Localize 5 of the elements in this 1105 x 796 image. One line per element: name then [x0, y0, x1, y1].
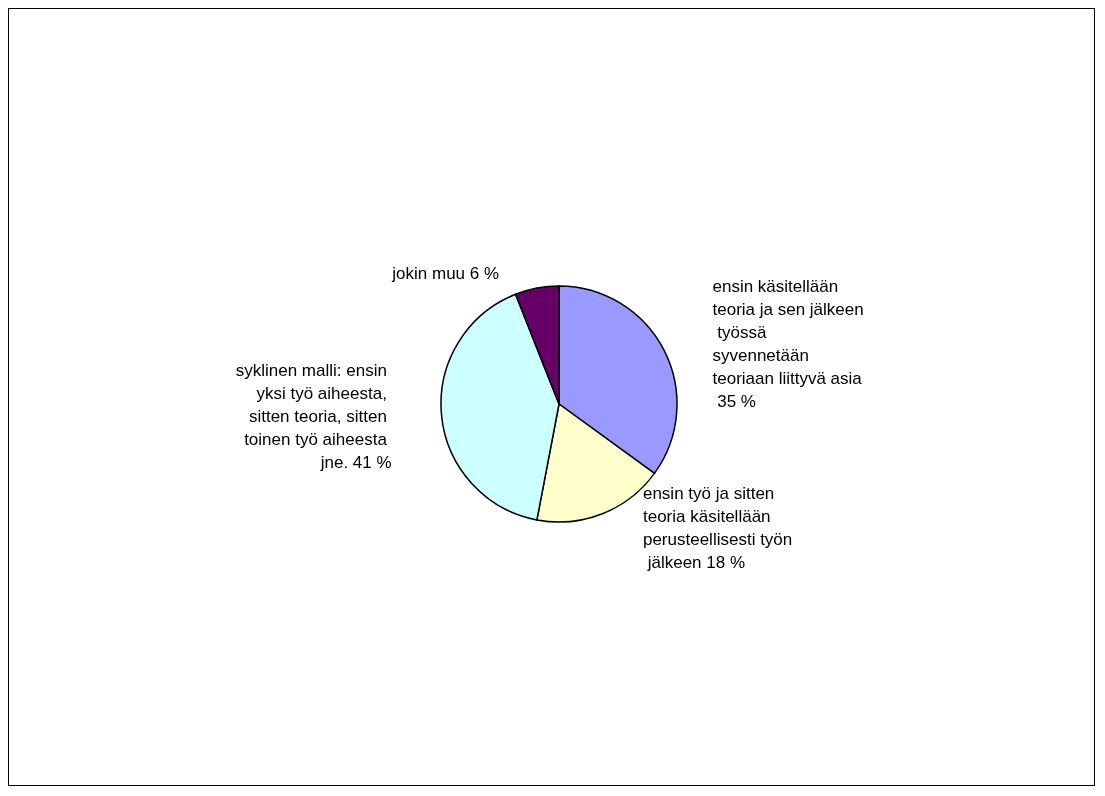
slice-label: ensin työ ja sitten teoria käsitellään perusteellisesti työn jälkeen 18 % — [642, 483, 793, 572]
data-label: 35 % — [712, 391, 756, 411]
slice-label: syklinen malli: ensin yksi työ aiheesta, sitten teoria, sitten toinen työ aiheesta jne. 41 % — [235, 361, 392, 473]
slice-label: jokin muu 6 % — [391, 263, 500, 283]
slice-label: ensin käsitellään teoria ja sen jälkeen työssä syvennetään teoriaan liittyvä asia — [712, 276, 864, 388]
